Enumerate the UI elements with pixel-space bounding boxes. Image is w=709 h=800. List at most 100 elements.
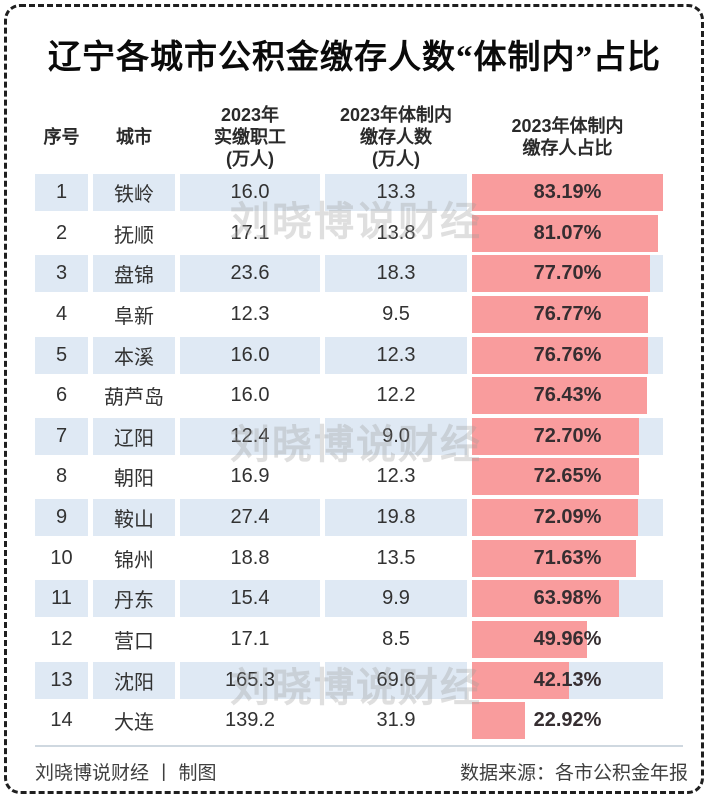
header-contributors: 2023年体制内 缴存人数 (万人): [325, 100, 467, 174]
employees-value: 16.9: [230, 465, 270, 488]
share-cell: 72.09%: [472, 499, 663, 536]
share-cell: 42.13%: [472, 661, 663, 699]
share-cell: 63.98%: [472, 580, 663, 618]
row-index: 5: [35, 336, 88, 374]
share-bar: [472, 174, 663, 211]
header-index: 序号: [35, 100, 88, 174]
share-cell: 76.43%: [472, 377, 663, 415]
city-name: 辽阳: [93, 417, 175, 455]
share-bar: [472, 620, 587, 658]
row-index: 11: [35, 580, 88, 618]
share-label: 72.65%: [533, 465, 602, 488]
employees-value: 16.0: [180, 336, 320, 374]
contributors-value: 31.9: [376, 709, 416, 732]
header-employees-line2: 实缴职工: [214, 127, 286, 147]
employees-value: 16.0: [230, 384, 270, 407]
share-label: 71.63%: [533, 546, 602, 569]
share-label: 83.19%: [533, 181, 602, 203]
row-index: 1: [35, 174, 88, 211]
header-employees-line3: (万人): [226, 149, 274, 169]
table-row: 14 大连 139.2 31.9 22.92%: [35, 702, 663, 743]
share-label: 76.76%: [533, 343, 602, 366]
row-index: 9: [35, 499, 88, 536]
table-row: 9 鞍山 27.4 19.8 72.09%: [35, 499, 663, 540]
employees-value: 17.1: [230, 221, 270, 244]
employees-value: 12.3: [230, 302, 270, 325]
table-body: 1 铁岭 16.0 13.3 83.19% 2 抚顺 17.1 13.8 81.…: [35, 174, 663, 743]
table-row: 3 盘锦 23.6 18.3 77.70%: [35, 255, 663, 296]
share-bar: [472, 458, 639, 496]
employees-value: 18.8: [230, 546, 270, 569]
table-row: 11 丹东 15.4 9.9 63.98%: [35, 580, 663, 621]
city-name: 铁岭: [93, 174, 175, 211]
share-cell: 83.19%: [472, 174, 663, 211]
city-name: 本溪: [93, 336, 175, 374]
share-bar: [472, 661, 569, 699]
table-row: 8 朝阳 16.9 12.3 72.65%: [35, 458, 663, 499]
share-label: 76.77%: [533, 302, 602, 325]
share-label: 49.96%: [533, 627, 602, 650]
data-table: 序号 城市 2023年 实缴职工 (万人) 2023年体制内 缴存人数 (万人)…: [35, 100, 663, 743]
share-bar: [472, 214, 659, 252]
footer-credit: 刘晓博说财经 丨 制图: [35, 763, 217, 784]
city-name: 锦州: [114, 549, 154, 572]
header-employees-line1: 2023年: [220, 105, 280, 125]
contributors-value: 13.5: [376, 546, 416, 569]
share-label: 72.70%: [533, 424, 602, 447]
share-cell: 72.65%: [472, 458, 663, 496]
share-label: 76.43%: [533, 384, 602, 407]
footer-source: 数据来源：各市公积金年报: [459, 763, 688, 784]
city-name: 阜新: [114, 305, 154, 328]
share-cell: 71.63%: [472, 539, 663, 577]
row-index: 7: [35, 417, 88, 455]
share-bar: [472, 702, 525, 740]
table-header-row: 序号 城市 2023年 实缴职工 (万人) 2023年体制内 缴存人数 (万人)…: [35, 100, 663, 174]
employees-value: 15.4: [180, 580, 320, 618]
share-label: 81.07%: [533, 221, 602, 244]
header-share-line1: 2023年体制内: [511, 116, 624, 136]
table-row: 4 阜新 12.3 9.5 76.77%: [35, 295, 663, 337]
contributors-value: 12.3: [376, 465, 416, 488]
share-cell: 49.96%: [472, 620, 663, 658]
city-name: 营口: [114, 630, 154, 653]
employees-value: 12.4: [180, 417, 320, 455]
city-name: 葫芦岛: [104, 387, 164, 410]
contributors-value: 9.9: [325, 580, 467, 618]
contributors-value: 8.5: [382, 627, 410, 650]
share-cell: 76.77%: [472, 295, 663, 333]
city-name: 沈阳: [93, 661, 175, 699]
employees-value: 165.3: [180, 661, 320, 699]
share-bar: [472, 377, 648, 415]
header-index-label: 序号: [43, 127, 80, 147]
city-name: 丹东: [93, 580, 175, 618]
header-city-label: 城市: [116, 127, 152, 147]
contributors-value: 12.3: [325, 336, 467, 374]
share-bar: [472, 499, 638, 536]
share-cell: 77.70%: [472, 255, 663, 293]
share-cell: 81.07%: [472, 214, 663, 252]
header-contributors-line2: 缴存人数: [360, 127, 432, 147]
row-index: 6: [55, 384, 68, 407]
employees-value: 139.2: [224, 709, 276, 732]
contributors-value: 9.0: [325, 417, 467, 455]
share-label: 63.98%: [533, 587, 602, 610]
table-row: 12 营口 17.1 8.5 49.96%: [35, 620, 663, 662]
share-bar: [472, 539, 637, 577]
header-employees: 2023年 实缴职工 (万人): [180, 100, 320, 174]
row-index: 8: [55, 465, 68, 488]
table-row: 5 本溪 16.0 12.3 76.76%: [35, 336, 663, 378]
header-share: 2023年体制内 缴存人占比: [472, 100, 663, 174]
share-label: 72.09%: [533, 506, 602, 528]
row-index: 3: [35, 255, 88, 293]
share-cell: 72.70%: [472, 417, 663, 455]
share-label: 22.92%: [533, 709, 602, 732]
share-bar: [472, 417, 639, 455]
table-row: 13 沈阳 165.3 69.6 42.13%: [35, 661, 663, 703]
contributors-value: 18.3: [325, 255, 467, 293]
contributors-value: 9.5: [382, 302, 410, 325]
share-bar: [472, 336, 649, 374]
footer-divider: [35, 745, 683, 747]
row-index: 12: [50, 627, 73, 650]
table-row: 6 葫芦岛 16.0 12.2 76.43%: [35, 377, 663, 418]
